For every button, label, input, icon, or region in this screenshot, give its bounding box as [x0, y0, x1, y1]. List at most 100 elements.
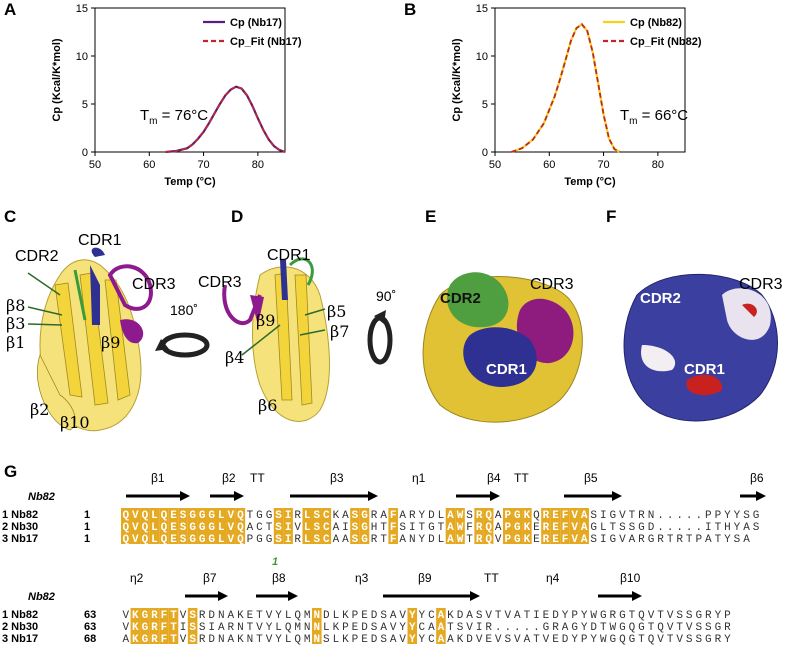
- residue-b2: S: [476, 610, 483, 622]
- residue-b2: V: [399, 610, 406, 622]
- ss-arrowhead-b2: [218, 591, 228, 601]
- residue-b2: A: [466, 610, 473, 622]
- x-tick-label-a: 50: [89, 159, 101, 171]
- ss-label-b2: β9: [418, 571, 432, 585]
- residue-b2: N: [304, 622, 311, 634]
- residue-b2: F: [161, 622, 168, 634]
- ss-label-b2: β7: [203, 571, 217, 585]
- conserved-column-b1: [168, 508, 179, 544]
- conserved-column-b2: [436, 608, 446, 644]
- residue-b1: G: [428, 522, 435, 534]
- residue-b1: D: [428, 510, 435, 522]
- seq-start-b2: 63: [84, 609, 96, 621]
- residue-b1: I: [285, 522, 292, 534]
- residue-b1: .: [667, 510, 674, 522]
- conserved-column-b1: [483, 508, 494, 544]
- residue-b2: V: [514, 634, 521, 646]
- residue-b2: .: [495, 622, 502, 634]
- label-cdr2-f: CDR2: [640, 290, 681, 307]
- residue-b1: A: [581, 522, 588, 534]
- conserved-column-b1: [512, 508, 523, 544]
- residue-b1: K: [333, 510, 340, 522]
- residue-b2: S: [695, 622, 702, 634]
- residue-b2: R: [199, 634, 206, 646]
- residue-b2: G: [543, 622, 550, 634]
- residue-b2: Y: [590, 634, 597, 646]
- residue-b1: T: [247, 510, 254, 522]
- residue-b1: L: [304, 510, 311, 522]
- residue-b1: L: [151, 522, 158, 534]
- residue-b1: A: [380, 510, 387, 522]
- seq-name-b2: 3 Nb17: [2, 633, 38, 645]
- residue-b1: I: [285, 510, 292, 522]
- ss-label-b1: β2: [222, 471, 236, 485]
- residue-b2: V: [256, 622, 263, 634]
- residue-b2: I: [208, 622, 215, 634]
- label-cdr3-c: CDR3: [132, 276, 176, 293]
- residue-b1: A: [743, 534, 750, 546]
- tm-annotation-a: Tm = 76°C: [140, 107, 208, 127]
- residue-b2: S: [686, 610, 693, 622]
- residue-b2: T: [648, 622, 655, 634]
- residue-b2: G: [705, 634, 712, 646]
- panel-letter-c: C: [4, 207, 17, 226]
- residue-b2: A: [524, 634, 531, 646]
- residue-b1: E: [552, 522, 559, 534]
- residue-b2: Q: [638, 610, 645, 622]
- residue-b1: G: [753, 510, 760, 522]
- series-line-b-0: [510, 22, 621, 154]
- conserved-column-b2: [407, 608, 418, 644]
- residue-b2: Y: [419, 634, 426, 646]
- ss-label-b2: η3: [355, 571, 369, 585]
- residue-b2: T: [629, 610, 636, 622]
- conserved-column-b2: [130, 608, 141, 644]
- residue-b2: Y: [581, 610, 588, 622]
- residue-b1: Q: [161, 522, 168, 534]
- rotation-180-label: 180˚: [170, 302, 199, 318]
- y-tick-label-b: 5: [482, 99, 488, 111]
- residue-b1: S: [734, 534, 741, 546]
- structure-panel-d: [222, 257, 330, 422]
- residue-b2: S: [380, 610, 387, 622]
- residue-b2: L: [333, 634, 340, 646]
- residue-b1: R: [638, 534, 645, 546]
- residue-b2: S: [457, 622, 464, 634]
- residue-b1: P: [695, 534, 702, 546]
- residue-b1: G: [256, 510, 263, 522]
- y-tick-label-a: 10: [76, 51, 88, 63]
- seq-start-b2: 63: [84, 621, 96, 633]
- residue-b1: A: [342, 510, 349, 522]
- conserved-column-b1: [159, 508, 169, 544]
- residue-b1: R: [294, 510, 301, 522]
- y-tick-label-a: 5: [82, 99, 88, 111]
- residue-b2: V: [180, 610, 187, 622]
- residue-b2: K: [132, 622, 139, 634]
- residue-b2: Y: [409, 622, 416, 634]
- residue-b1: V: [132, 522, 139, 534]
- residue-b1: V: [495, 534, 502, 546]
- residue-b2: S: [199, 622, 206, 634]
- residue-b1: E: [170, 522, 177, 534]
- conserved-column-b1: [579, 508, 589, 544]
- conserved-column-b1: [541, 508, 551, 544]
- residue-b1: V: [228, 534, 235, 546]
- residue-b1: R: [294, 534, 301, 546]
- residue-b2: V: [122, 610, 129, 622]
- residue-b1: S: [275, 534, 282, 546]
- residue-b2: M: [304, 634, 311, 646]
- residue-b1: G: [199, 522, 206, 534]
- residue-b2: P: [724, 610, 731, 622]
- residue-b1: L: [151, 534, 158, 546]
- residue-b1: R: [476, 510, 483, 522]
- residue-b1: T: [419, 522, 426, 534]
- residue-b1: G: [199, 510, 206, 522]
- residue-b1: Q: [237, 510, 244, 522]
- residue-b2: G: [619, 622, 626, 634]
- x-tick-label-a: 80: [252, 159, 264, 171]
- residue-b1: Q: [237, 522, 244, 534]
- residue-b1: V: [294, 522, 301, 534]
- residue-b1: S: [743, 510, 750, 522]
- residue-b1: L: [218, 510, 225, 522]
- residue-b2: W: [610, 622, 617, 634]
